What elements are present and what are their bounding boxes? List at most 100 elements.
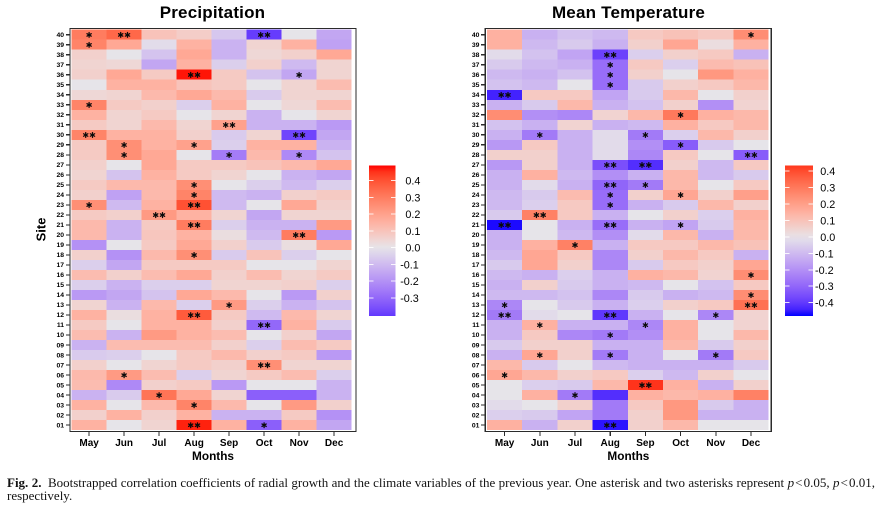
- svg-text:08: 08: [472, 352, 480, 359]
- svg-text:28: 28: [56, 152, 64, 159]
- svg-text:May: May: [79, 438, 99, 449]
- svg-text:22: 22: [56, 212, 64, 219]
- svg-text:27: 27: [472, 162, 480, 169]
- svg-text:28: 28: [472, 152, 480, 159]
- svg-text:10: 10: [56, 332, 64, 339]
- svg-text:18: 18: [472, 252, 480, 259]
- svg-text:04: 04: [56, 392, 64, 399]
- svg-text:07: 07: [56, 362, 64, 369]
- svg-text:25: 25: [56, 182, 64, 189]
- svg-text:04: 04: [472, 392, 480, 399]
- svg-text:-0.3: -0.3: [815, 281, 834, 293]
- svg-text:01: 01: [56, 422, 64, 429]
- svg-text:40: 40: [472, 32, 480, 39]
- svg-text:29: 29: [472, 142, 480, 149]
- svg-text:36: 36: [472, 72, 480, 79]
- svg-text:13: 13: [472, 302, 480, 309]
- svg-text:10: 10: [472, 332, 480, 339]
- svg-text:14: 14: [56, 292, 64, 299]
- svg-text:Months: Months: [192, 449, 234, 463]
- svg-text:09: 09: [56, 342, 64, 349]
- svg-text:13: 13: [56, 302, 64, 309]
- svg-text:24: 24: [56, 192, 64, 199]
- svg-text:15: 15: [56, 282, 64, 289]
- svg-text:19: 19: [472, 242, 480, 249]
- svg-text:Nov: Nov: [706, 438, 725, 449]
- svg-text:06: 06: [472, 372, 480, 379]
- svg-text:11: 11: [57, 322, 64, 329]
- svg-text:0.3: 0.3: [405, 192, 420, 204]
- svg-text:22: 22: [472, 212, 480, 219]
- svg-text:0.1: 0.1: [820, 215, 835, 227]
- svg-text:0.2: 0.2: [820, 199, 835, 211]
- svg-text:20: 20: [472, 232, 480, 239]
- svg-text:Sep: Sep: [636, 438, 654, 449]
- svg-text:-0.3: -0.3: [400, 293, 419, 305]
- svg-text:17: 17: [472, 262, 480, 269]
- svg-text:08: 08: [56, 352, 64, 359]
- svg-text:24: 24: [472, 192, 480, 199]
- svg-text:35: 35: [472, 82, 480, 89]
- svg-text:23: 23: [56, 202, 64, 209]
- svg-text:29: 29: [56, 142, 64, 149]
- svg-text:Dec: Dec: [325, 438, 344, 449]
- svg-text:19: 19: [56, 242, 64, 249]
- svg-text:15: 15: [472, 282, 480, 289]
- svg-text:Sep: Sep: [220, 438, 238, 449]
- svg-text:02: 02: [56, 412, 64, 419]
- svg-text:Months: Months: [607, 449, 649, 463]
- svg-text:Jul: Jul: [152, 438, 167, 449]
- svg-text:31: 31: [56, 122, 64, 129]
- svg-text:Aug: Aug: [184, 438, 203, 449]
- svg-text:0.0: 0.0: [820, 232, 835, 244]
- svg-text:Site: Site: [34, 218, 49, 242]
- svg-text:26: 26: [56, 172, 64, 179]
- svg-text:05: 05: [472, 382, 480, 389]
- svg-text:12: 12: [56, 312, 64, 319]
- svg-text:Nov: Nov: [290, 438, 309, 449]
- svg-text:01: 01: [472, 422, 480, 429]
- svg-text:Dec: Dec: [742, 438, 761, 449]
- svg-text:34: 34: [56, 92, 64, 99]
- svg-text:26: 26: [472, 172, 480, 179]
- svg-text:27: 27: [56, 162, 64, 169]
- svg-text:Mean Temperature: Mean Temperature: [552, 3, 705, 22]
- svg-text:37: 37: [472, 62, 480, 69]
- svg-text:33: 33: [56, 102, 64, 109]
- svg-text:09: 09: [472, 342, 480, 349]
- svg-text:37: 37: [56, 62, 64, 69]
- svg-text:31: 31: [472, 122, 480, 129]
- svg-text:-0.2: -0.2: [400, 276, 419, 288]
- svg-text:03: 03: [472, 402, 480, 409]
- svg-text:06: 06: [56, 372, 64, 379]
- svg-text:32: 32: [56, 112, 64, 119]
- svg-text:0.0: 0.0: [405, 243, 420, 255]
- svg-text:30: 30: [472, 132, 480, 139]
- svg-text:02: 02: [472, 412, 480, 419]
- svg-text:36: 36: [56, 72, 64, 79]
- svg-text:0.2: 0.2: [405, 209, 420, 221]
- svg-text:18: 18: [56, 252, 64, 259]
- svg-text:07: 07: [472, 362, 480, 369]
- svg-text:38: 38: [472, 52, 480, 59]
- svg-text:Precipitation: Precipitation: [160, 3, 266, 22]
- svg-text:30: 30: [56, 132, 64, 139]
- svg-text:Jul: Jul: [568, 438, 583, 449]
- svg-text:05: 05: [56, 382, 64, 389]
- svg-text:23: 23: [472, 202, 480, 209]
- svg-text:39: 39: [56, 42, 64, 49]
- svg-text:-0.1: -0.1: [815, 248, 834, 260]
- svg-text:Oct: Oct: [672, 438, 689, 449]
- svg-text:21: 21: [472, 222, 480, 229]
- svg-text:38: 38: [56, 52, 64, 59]
- svg-text:Oct: Oct: [256, 438, 273, 449]
- svg-text:21: 21: [56, 222, 64, 229]
- svg-text:35: 35: [56, 82, 64, 89]
- svg-text:May: May: [495, 438, 515, 449]
- svg-text:0.4: 0.4: [820, 166, 835, 178]
- svg-text:0.3: 0.3: [820, 182, 835, 194]
- svg-text:-0.4: -0.4: [815, 298, 834, 310]
- svg-text:39: 39: [472, 42, 480, 49]
- svg-text:03: 03: [56, 402, 64, 409]
- svg-text:33: 33: [472, 102, 480, 109]
